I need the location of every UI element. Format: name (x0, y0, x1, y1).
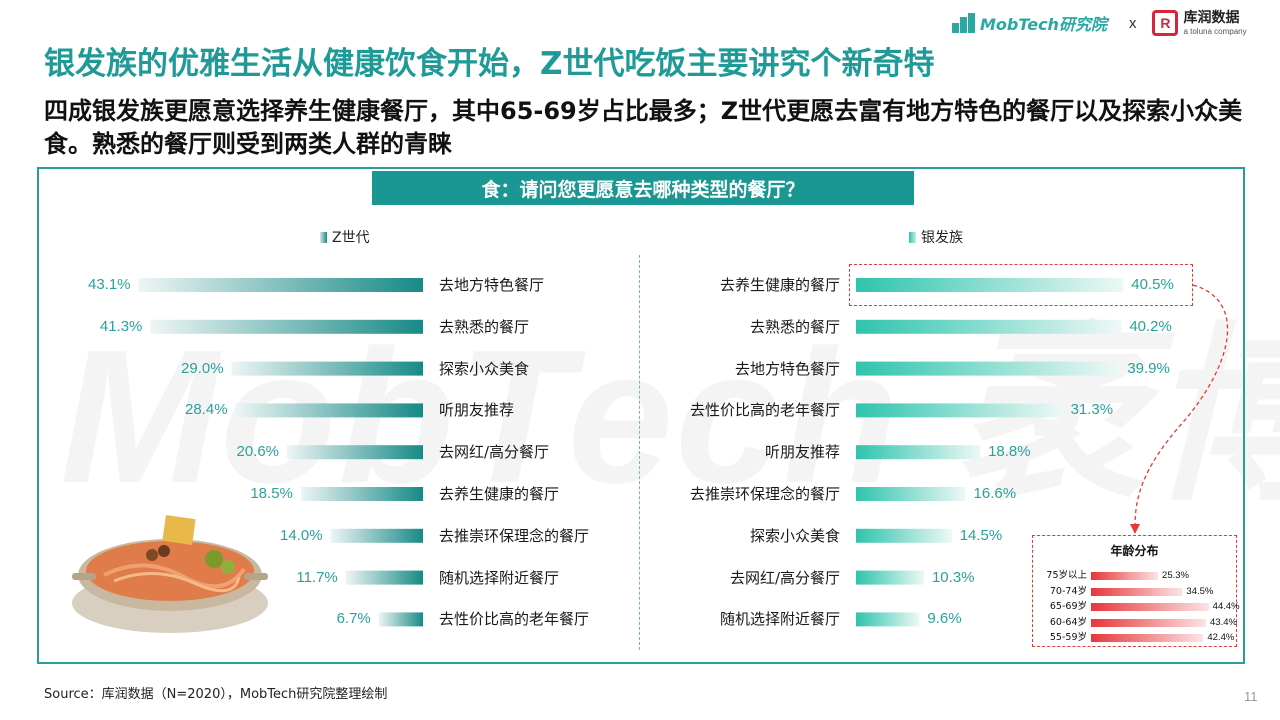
logo-separator: x (1128, 14, 1137, 32)
legend-z-label: Z世代 (332, 230, 370, 246)
silver-category-label: 去性价比高的老年餐厅 (689, 401, 840, 420)
z-category-label: 去养生健康的餐厅 (439, 485, 560, 503)
age-bar (1091, 572, 1159, 580)
slide-title: 银发族的优雅生活从健康饮食开始，Z世代吃饭主要讲究个新奇特 (44, 46, 935, 82)
partner-name: 库润数据 (1183, 9, 1240, 26)
silver-bar (856, 445, 981, 460)
source-note: Source：库润数据（N=2020），MobTech研究院整理绘制 (44, 687, 388, 702)
z-value-label: 11.7% (296, 568, 338, 586)
food-bowl-image (72, 515, 268, 633)
silver-category-label: 探索小众美食 (749, 526, 840, 545)
silver-value-label: 14.5% (959, 526, 1003, 544)
silver-bar (856, 612, 920, 627)
silver-value-label: 40.2% (1129, 317, 1172, 335)
z-bar (345, 570, 423, 585)
z-category-label: 去熟悉的餐厅 (439, 317, 530, 336)
silver-bar (856, 570, 924, 585)
silver-category-label: 去推崇环保理念的餐厅 (689, 485, 840, 503)
age-value-label: 25.3% (1162, 570, 1189, 581)
header-logos: MobTech研究院 x R 库润数据 a toluna company (952, 10, 1247, 36)
z-value-label: 28.4% (185, 401, 228, 419)
age-category-label: 55-59岁 (1049, 632, 1087, 643)
z-value-label: 20.6% (236, 443, 280, 461)
silver-category-label: 去熟悉的餐厅 (749, 317, 840, 336)
z-bar (150, 319, 424, 334)
legend-silver-label: 银发族 (921, 230, 963, 246)
silver-value-label: 16.6% (973, 485, 1017, 502)
age-distribution-box: 年龄分布 75岁以上 25.3% 70-74岁 34.5% 65-69岁 44.4% 60-… (1032, 535, 1240, 647)
legend-z-swatch (320, 231, 327, 243)
z-bar (287, 445, 423, 460)
age-category-label: 65-69岁 (1049, 601, 1087, 612)
age-bar (1091, 587, 1183, 596)
mobtech-logo-icon (952, 13, 976, 33)
z-bar (378, 612, 423, 627)
mobtech-logo-text: MobTech研究院 (980, 15, 1107, 34)
z-category-label: 去网红/高分餐厅 (439, 443, 550, 462)
partner-logo-text: 库润数据 a toluna company (1183, 11, 1246, 36)
silver-bar (856, 319, 1122, 334)
z-bar (235, 403, 423, 418)
panel-divider (639, 255, 640, 650)
age-bar (1091, 634, 1204, 642)
z-category-label: 去性价比高的老年餐厅 (439, 610, 590, 629)
silver-bar (856, 487, 966, 501)
z-value-label: 14.0% (280, 526, 323, 544)
silver-category-label: 听朋友推荐 (764, 443, 840, 462)
z-bar (300, 487, 423, 501)
partner-subtitle: a toluna company (1183, 26, 1247, 36)
silver-category-label: 去地方特色餐厅 (734, 359, 840, 378)
z-value-label: 6.7% (336, 610, 371, 628)
partner-logo-icon: R (1152, 10, 1179, 36)
z-value-label: 41.3% (99, 317, 143, 335)
age-value-label: 34.5% (1186, 585, 1214, 597)
silver-category-label: 去网红/高分餐厅 (729, 568, 840, 587)
z-bar (330, 528, 423, 543)
age-category-label: 60-64岁 (1049, 616, 1087, 628)
silver-value-label: 10.3% (931, 568, 975, 586)
chart-frame (37, 167, 1245, 664)
age-distribution-title: 年龄分布 (1110, 544, 1159, 558)
legend-z-generation: Z世代 (320, 227, 370, 247)
silver-category-label: 随机选择附近餐厅 (719, 610, 840, 629)
age-bar (1091, 603, 1209, 611)
z-category-label: 随机选择附近餐厅 (439, 568, 560, 587)
age-bar (1091, 618, 1206, 627)
silver-bar (856, 403, 1063, 418)
z-category-label: 去推崇环保理念的餐厅 (439, 526, 590, 545)
page-number: 11 (1244, 689, 1258, 704)
silver-category-label: 去养生健康的餐厅 (719, 276, 840, 294)
legend-silver-swatch (909, 231, 916, 243)
silver-value-label: 40.5% (1131, 276, 1174, 293)
silver-value-label: 31.3% (1070, 401, 1114, 419)
age-value-label: 44.4% (1212, 601, 1240, 612)
z-value-label: 29.0% (181, 359, 224, 377)
age-value-label: 43.4% (1210, 616, 1237, 628)
silver-value-label: 9.6% (927, 610, 962, 628)
highlight-box (849, 264, 1193, 306)
age-value-label: 42.4% (1207, 632, 1235, 643)
z-value-label: 43.1% (87, 276, 131, 293)
silver-value-label: 18.8% (988, 443, 1031, 461)
z-category-label: 去地方特色餐厅 (439, 276, 545, 294)
silver-bar (856, 278, 1124, 292)
age-category-label: 70-74岁 (1049, 585, 1087, 597)
question-banner: 食：请问您更愿意去哪种类型的餐厅？ (372, 171, 914, 205)
silver-value-label: 39.9% (1127, 359, 1170, 377)
legend-silver: 银发族 (909, 227, 963, 247)
slide-subtitle: 四成银发族更愿意选择养生健康餐厅，其中65-69岁占比最多；Z世代更愿去富有地方… (44, 97, 1243, 158)
silver-bar (856, 528, 952, 543)
age-category-label: 75岁以上 (1046, 570, 1087, 581)
z-category-label: 听朋友推荐 (439, 401, 515, 420)
z-bar (231, 361, 423, 376)
z-bar (138, 278, 424, 292)
z-category-label: 探索小众美食 (439, 359, 530, 378)
silver-bar (856, 361, 1120, 376)
z-value-label: 18.5% (250, 485, 293, 502)
